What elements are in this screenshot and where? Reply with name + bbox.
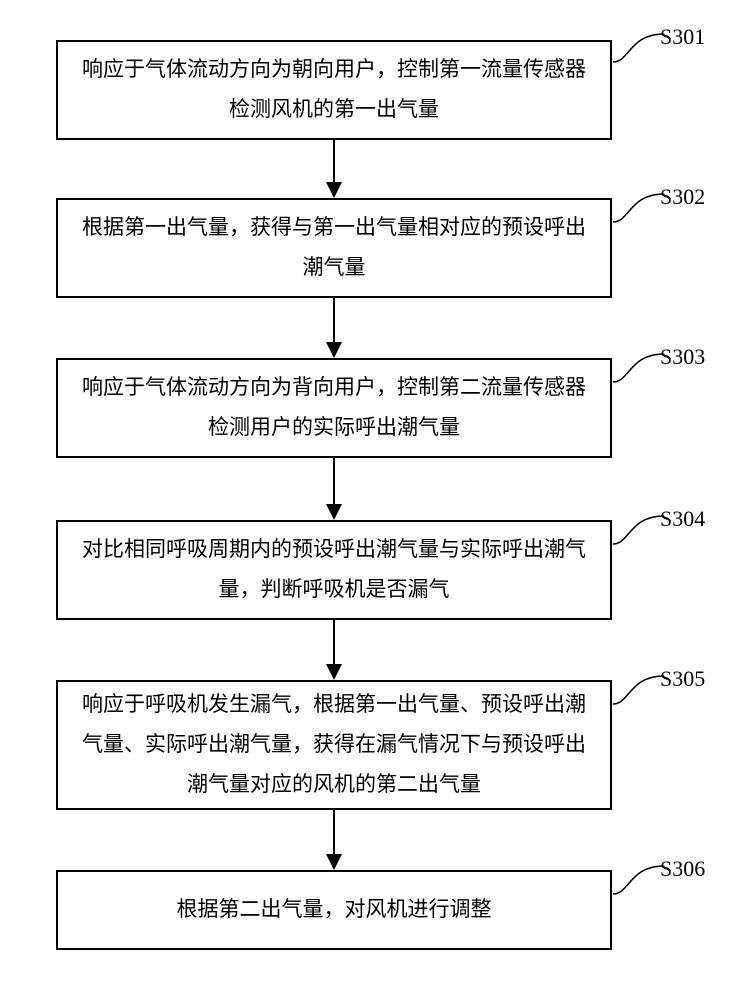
arrow-head-icon (326, 342, 342, 358)
step-label-s305: S305 (660, 666, 705, 692)
flow-node-s302: 根据第一出气量，获得与第一出气量相对应的预设呼出潮气量 (56, 198, 612, 298)
arrow-shaft (333, 140, 335, 184)
label-connector-s302 (612, 192, 666, 226)
step-label-s301: S301 (660, 24, 705, 50)
step-label-s303: S303 (660, 344, 705, 370)
flowchart-canvas: 响应于气体流动方向为朝向用户，控制第一流量传感器检测风机的第一出气量根据第一出气… (0, 0, 756, 1000)
flow-node-text: 响应于气体流动方向为朝向用户，控制第一流量传感器检测风机的第一出气量 (74, 50, 594, 130)
flow-node-text: 根据第一出气量，获得与第一出气量相对应的预设呼出潮气量 (74, 208, 594, 288)
step-label-s302: S302 (660, 184, 705, 210)
label-connector-s301 (612, 32, 666, 66)
flow-node-text: 对比相同呼吸周期内的预设呼出潮气量与实际呼出潮气量，判断呼吸机是否漏气 (74, 530, 594, 610)
arrow-shaft (333, 620, 335, 666)
flow-node-s301: 响应于气体流动方向为朝向用户，控制第一流量传感器检测风机的第一出气量 (56, 40, 612, 140)
step-label-s306: S306 (660, 856, 705, 882)
arrow-head-icon (326, 664, 342, 680)
label-connector-s305 (612, 674, 666, 708)
arrow-head-icon (326, 182, 342, 198)
arrow-shaft (333, 810, 335, 856)
step-label-s304: S304 (660, 506, 705, 532)
flow-node-s303: 响应于气体流动方向为背向用户，控制第二流量传感器检测用户的实际呼出潮气量 (56, 358, 612, 458)
flow-node-s306: 根据第二出气量，对风机进行调整 (56, 870, 612, 950)
label-connector-s303 (612, 352, 666, 386)
arrow-head-icon (326, 504, 342, 520)
flow-node-text: 响应于呼吸机发生漏气，根据第一出气量、预设呼出潮气量、实际呼出潮气量，获得在漏气… (74, 685, 594, 805)
flow-node-text: 响应于气体流动方向为背向用户，控制第二流量传感器检测用户的实际呼出潮气量 (74, 368, 594, 448)
label-connector-s304 (612, 514, 666, 548)
flow-node-s304: 对比相同呼吸周期内的预设呼出潮气量与实际呼出潮气量，判断呼吸机是否漏气 (56, 520, 612, 620)
arrow-shaft (333, 458, 335, 506)
label-connector-s306 (612, 864, 666, 898)
flow-node-text: 根据第二出气量，对风机进行调整 (177, 890, 492, 930)
arrow-shaft (333, 298, 335, 344)
flow-node-s305: 响应于呼吸机发生漏气，根据第一出气量、预设呼出潮气量、实际呼出潮气量，获得在漏气… (56, 680, 612, 810)
arrow-head-icon (326, 854, 342, 870)
